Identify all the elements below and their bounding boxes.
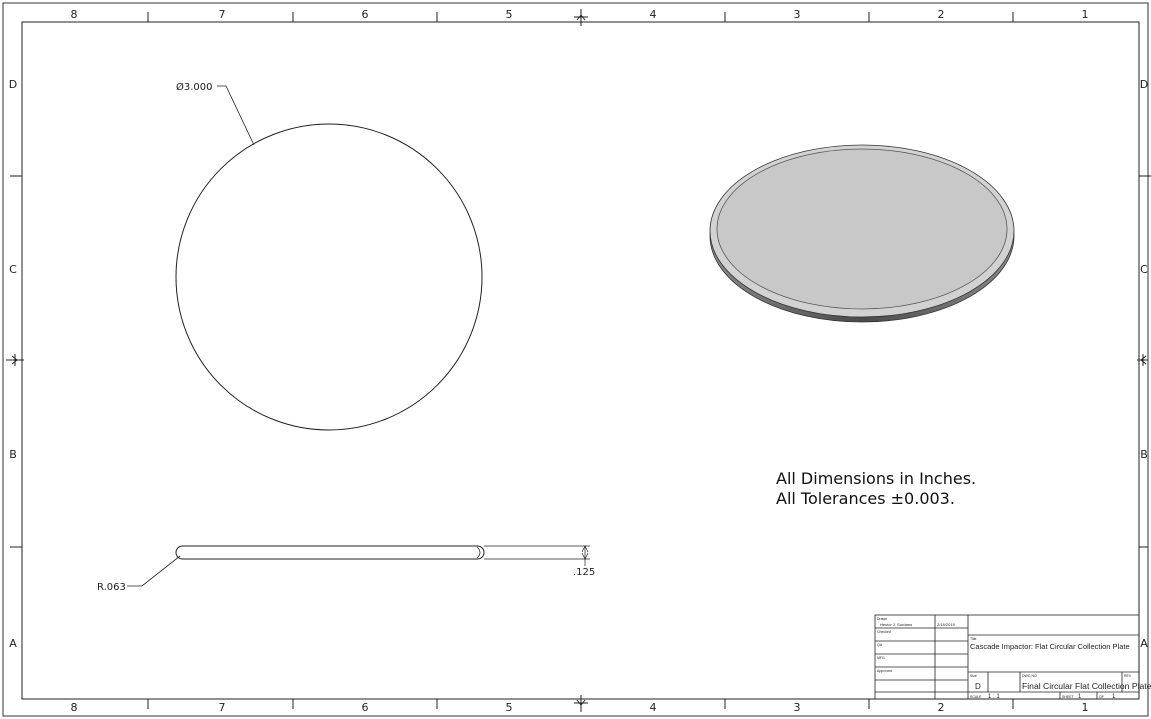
col-label-5: 5 bbox=[506, 8, 513, 21]
row-label-a: A bbox=[9, 637, 17, 650]
tb-dwg-label: DWG NO bbox=[1022, 674, 1037, 678]
col-label-6: 6 bbox=[362, 8, 369, 21]
plate-outline-circle bbox=[175, 123, 483, 431]
column-ticks-bottom bbox=[147, 699, 1014, 709]
diameter-dimension: Ø3.000 bbox=[176, 81, 213, 93]
row-label-c: C bbox=[9, 263, 17, 276]
col-label-4: 4 bbox=[650, 8, 657, 21]
tb-drawn-date: 2/18/2019 bbox=[937, 622, 956, 627]
col-label-8-bottom: 8 bbox=[71, 701, 78, 714]
title-block-text: Drawn Hector J. Sordano 2/18/2019 Checke… bbox=[877, 617, 1151, 700]
column-ticks-top bbox=[147, 12, 1014, 22]
radius-leader bbox=[127, 555, 181, 587]
note-tolerances: All Tolerances ±0.003. bbox=[776, 489, 955, 508]
col-label-2-bottom: 2 bbox=[938, 701, 945, 714]
tb-sheet-label: SHEET bbox=[1062, 695, 1075, 699]
tb-title: Cascade Impactor: Flat Circular Collecti… bbox=[970, 642, 1130, 651]
tb-of-label: OF bbox=[1099, 695, 1104, 699]
tb-size-label: Size bbox=[970, 674, 977, 678]
tb-approved-label: Approved bbox=[877, 669, 892, 673]
col-label-3: 3 bbox=[794, 8, 801, 21]
col-label-8: 8 bbox=[71, 8, 78, 21]
col-label-4-bottom: 4 bbox=[650, 701, 657, 714]
plate-side-profile bbox=[175, 545, 485, 560]
col-label-7: 7 bbox=[219, 8, 226, 21]
thickness-arrow-bottom bbox=[581, 552, 589, 560]
tb-dwg-no: Final Circular Flat Collection Plate bbox=[1022, 681, 1151, 691]
col-label-7-bottom: 7 bbox=[219, 701, 226, 714]
centering-marks bbox=[6, 9, 1148, 712]
tb-sheet: 1 bbox=[1078, 694, 1082, 700]
row-label-d: D bbox=[9, 78, 17, 91]
isometric-view bbox=[709, 144, 1015, 323]
tb-title-label: Title bbox=[970, 637, 977, 641]
row-labels-left: D C B A bbox=[9, 78, 17, 650]
tb-of: 1 bbox=[1112, 694, 1116, 700]
col-label-3-bottom: 3 bbox=[794, 701, 801, 714]
tb-scale: 1 : 1 bbox=[988, 694, 1000, 700]
side-view: .125 R.063 bbox=[97, 545, 595, 593]
col-label-6-bottom: 6 bbox=[362, 701, 369, 714]
side-edge-arc bbox=[476, 546, 481, 559]
iso-plate-top bbox=[716, 148, 1008, 310]
top-view: Ø3.000 bbox=[175, 81, 483, 431]
title-block bbox=[874, 614, 1140, 700]
row-labels-right: D C B A bbox=[1140, 78, 1148, 650]
general-notes: All Dimensions in Inches. All Tolerances… bbox=[776, 469, 976, 508]
thickness-arrow-top bbox=[581, 545, 589, 553]
row-label-b: B bbox=[9, 448, 17, 461]
tb-checked-label: Checked bbox=[877, 630, 891, 634]
row-label-a-right: A bbox=[1140, 637, 1148, 650]
radius-dimension: R.063 bbox=[97, 582, 126, 593]
row-label-d-right: D bbox=[1140, 78, 1148, 91]
column-labels-bottom: 8 7 6 5 4 3 2 1 bbox=[71, 701, 1089, 714]
tb-mfg-label: MFG bbox=[877, 656, 885, 660]
diameter-leader bbox=[217, 85, 255, 146]
inner-border bbox=[21, 21, 1140, 700]
tb-drawn-label: Drawn bbox=[877, 617, 887, 621]
col-label-1-bottom: 1 bbox=[1082, 701, 1089, 714]
row-label-b-right: B bbox=[1140, 448, 1148, 461]
tb-rev-label: REV bbox=[1124, 674, 1132, 678]
tb-drawn-by: Hector J. Sordano bbox=[880, 622, 913, 627]
note-dimensions: All Dimensions in Inches. bbox=[776, 469, 976, 488]
thickness-dimension: .125 bbox=[573, 567, 595, 578]
col-label-5-bottom: 5 bbox=[506, 701, 513, 714]
col-label-2: 2 bbox=[938, 8, 945, 21]
row-label-c-right: C bbox=[1140, 263, 1148, 276]
tb-size: D bbox=[975, 682, 981, 691]
tb-qa-label: QA bbox=[877, 643, 883, 647]
col-label-1: 1 bbox=[1082, 8, 1089, 21]
column-labels-top: 8 7 6 5 4 3 2 1 bbox=[71, 8, 1089, 21]
row-ticks bbox=[10, 175, 1151, 548]
tb-scale-label: SCALE bbox=[970, 695, 982, 699]
